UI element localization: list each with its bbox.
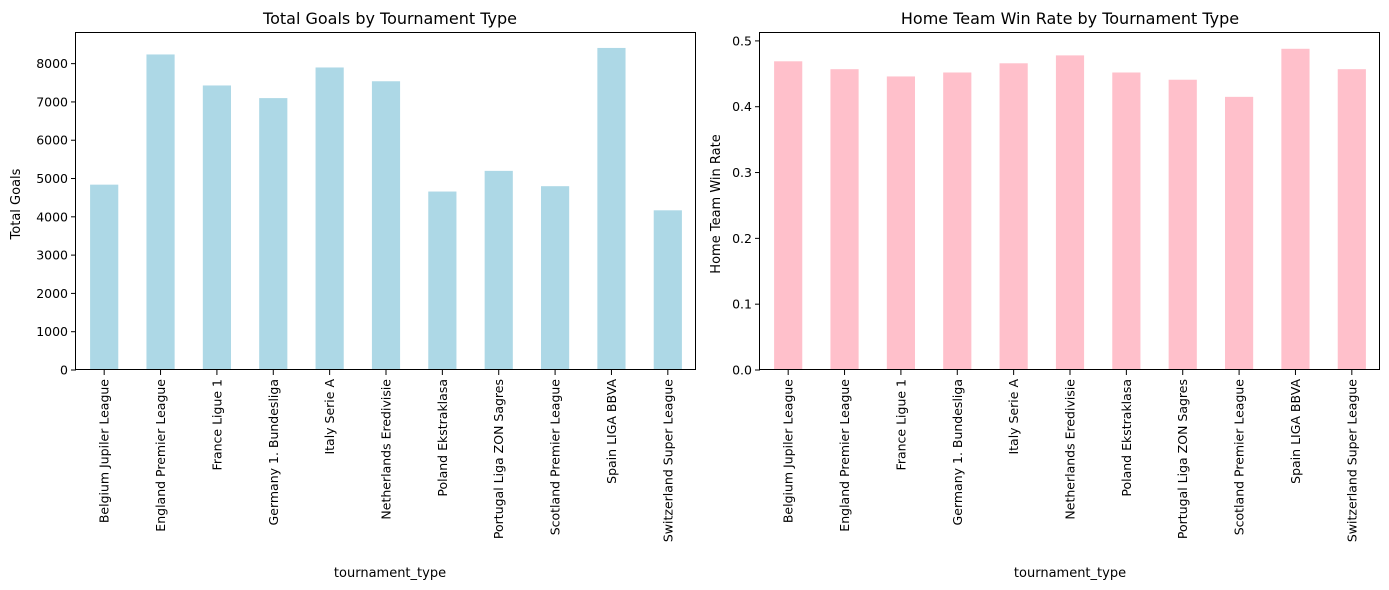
x-ticks: Belgium Jupiler League England Premier Le… xyxy=(97,370,675,542)
x-tick-label: Italy Serie A xyxy=(322,379,337,455)
y-axis-label: Home Team Win Rate xyxy=(709,134,724,273)
bar xyxy=(1281,48,1310,371)
y-tick-label: 0.4 xyxy=(732,99,752,114)
x-axis-label: tournament_type xyxy=(334,566,446,581)
y-tick-label: 0.5 xyxy=(732,33,752,48)
x-ticks: Belgium Jupiler League England Premier Le… xyxy=(781,370,1359,542)
y-tick-label: 5000 xyxy=(36,171,68,186)
bar xyxy=(315,67,344,370)
x-tick-label: Belgium Jupiler League xyxy=(97,379,112,523)
bar xyxy=(1337,69,1366,370)
bar xyxy=(886,76,915,370)
bar xyxy=(830,69,859,370)
bar xyxy=(371,81,401,370)
chart-title: Home Team Win Rate by Tournament Type xyxy=(901,9,1239,28)
bar xyxy=(943,72,972,371)
x-tick-label: England Premier League xyxy=(153,379,168,532)
bars xyxy=(774,48,1366,371)
y-tick-label: 0.1 xyxy=(732,297,752,312)
total-goals-chart: Total Goals by Tournament Type Total Goa… xyxy=(9,9,696,581)
bars xyxy=(90,47,682,371)
bar xyxy=(1225,96,1254,370)
x-tick-label: Netherlands Eredivisie xyxy=(379,379,394,520)
home-win-rate-chart: Home Team Win Rate by Tournament Type Ho… xyxy=(709,9,1380,581)
y-tick-label: 0.2 xyxy=(732,231,752,246)
y-tick-label: 4000 xyxy=(36,209,68,224)
y-tick-label: 1000 xyxy=(36,324,68,339)
bar xyxy=(90,184,119,370)
x-tick-label: France Ligue 1 xyxy=(893,379,908,470)
y-tick-label: 0.0 xyxy=(732,363,752,378)
x-tick-label: Spain LIGA BBVA xyxy=(604,379,619,484)
bar xyxy=(1112,72,1141,371)
x-tick-label: Portugal Liga ZON Sagres xyxy=(491,379,506,539)
bar xyxy=(653,210,682,370)
bar xyxy=(774,61,803,371)
x-tick-label: Scotland Premier League xyxy=(1232,379,1247,536)
bar xyxy=(999,63,1028,370)
x-tick-label: Germany 1. Bundesliga xyxy=(266,379,281,525)
plot-frame xyxy=(759,32,1380,370)
y-ticks: 0.0 0.1 0.2 0.3 0.4 0.5 xyxy=(732,33,760,378)
x-tick-label: Switzerland Super League xyxy=(1344,379,1359,542)
x-tick-label: Spain LIGA BBVA xyxy=(1288,379,1303,484)
y-ticks: 0 1000 2000 3000 4000 5000 6000 7000 8000 xyxy=(36,56,76,378)
bar xyxy=(484,170,513,370)
bar xyxy=(428,191,457,370)
x-tick-label: Italy Serie A xyxy=(1006,379,1021,455)
x-axis-label: tournament_type xyxy=(1014,566,1126,581)
y-tick-label: 6000 xyxy=(36,133,68,148)
y-tick-label: 7000 xyxy=(36,94,68,109)
x-tick-label: Belgium Jupiler League xyxy=(781,379,796,523)
y-tick-label: 2000 xyxy=(36,286,68,301)
x-tick-label: England Premier League xyxy=(837,379,852,532)
x-tick-label: Scotland Premier League xyxy=(548,379,563,536)
bar xyxy=(146,54,175,370)
plot-frame xyxy=(75,32,696,370)
y-axis-label: Total Goals xyxy=(9,168,24,240)
y-tick-label: 0.3 xyxy=(732,165,752,180)
bar xyxy=(259,98,288,370)
x-tick-label: Germany 1. Bundesliga xyxy=(950,379,965,525)
x-tick-label: Netherlands Eredivisie xyxy=(1063,379,1078,520)
y-tick-label: 8000 xyxy=(36,56,68,71)
bar xyxy=(541,186,570,370)
bar xyxy=(1055,55,1085,370)
bar xyxy=(202,85,231,371)
y-tick-label: 0 xyxy=(60,363,68,378)
x-tick-label: Poland Ekstraklasa xyxy=(1119,379,1134,497)
x-tick-label: Switzerland Super League xyxy=(660,379,675,542)
bar xyxy=(597,47,626,370)
x-tick-label: Poland Ekstraklasa xyxy=(435,379,450,497)
bar xyxy=(1168,79,1197,370)
chart-title: Total Goals by Tournament Type xyxy=(262,9,517,28)
x-tick-label: France Ligue 1 xyxy=(209,379,224,470)
y-tick-label: 3000 xyxy=(36,248,68,263)
x-tick-label: Portugal Liga ZON Sagres xyxy=(1175,379,1190,539)
